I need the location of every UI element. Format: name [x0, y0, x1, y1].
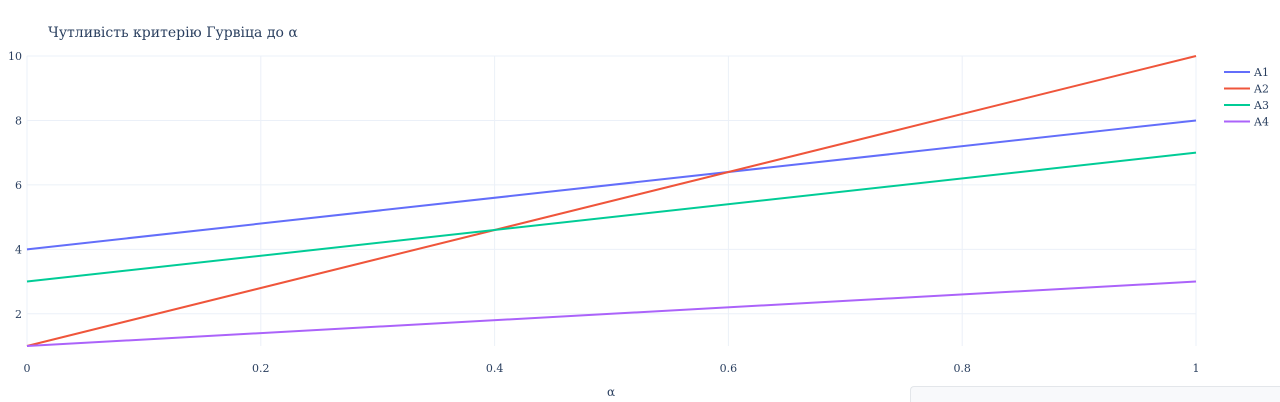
series-line-a3 — [26, 151, 1197, 283]
x-tick-label: 0.4 — [486, 362, 504, 375]
y-tick-label: 8 — [15, 114, 22, 127]
series-line-a4 — [26, 280, 1197, 347]
legend-item-a1[interactable]: A1 — [1224, 66, 1269, 79]
x-axis-title: α — [607, 385, 615, 399]
y-tick-label: 2 — [15, 308, 22, 321]
y-axis-ticks: 2 4 6 8 10 — [8, 50, 22, 321]
series-lines — [26, 55, 1197, 347]
legend-label: A4 — [1253, 116, 1269, 129]
x-tick-label: 0.2 — [252, 362, 270, 375]
x-axis-ticks: 0 0.2 0.4 0.6 0.8 1 — [24, 362, 1200, 375]
legend-item-a2[interactable]: A2 — [1224, 83, 1269, 96]
modebar-panel — [910, 386, 1280, 402]
x-tick-label: 1 — [1193, 362, 1200, 375]
y-tick-label: 10 — [8, 50, 22, 63]
y-tick-label: 4 — [15, 243, 22, 256]
legend-label: A2 — [1253, 83, 1269, 96]
x-tick-label: 0 — [24, 362, 31, 375]
legend-item-a3[interactable]: A3 — [1224, 99, 1269, 112]
series-line-a2 — [26, 55, 1197, 347]
legend-item-a4[interactable]: A4 — [1224, 116, 1269, 129]
x-tick-label: 0.8 — [953, 362, 971, 375]
y-tick-label: 6 — [15, 179, 22, 192]
series-line-a1 — [26, 119, 1197, 251]
chart-title: Чутливість критерію Гурвіца до α — [48, 25, 298, 41]
legend-label: A3 — [1253, 99, 1269, 112]
legend[interactable]: A1 A2 A3 A4 — [1224, 66, 1269, 129]
legend-label: A1 — [1253, 66, 1269, 79]
x-tick-label: 0.6 — [720, 362, 738, 375]
